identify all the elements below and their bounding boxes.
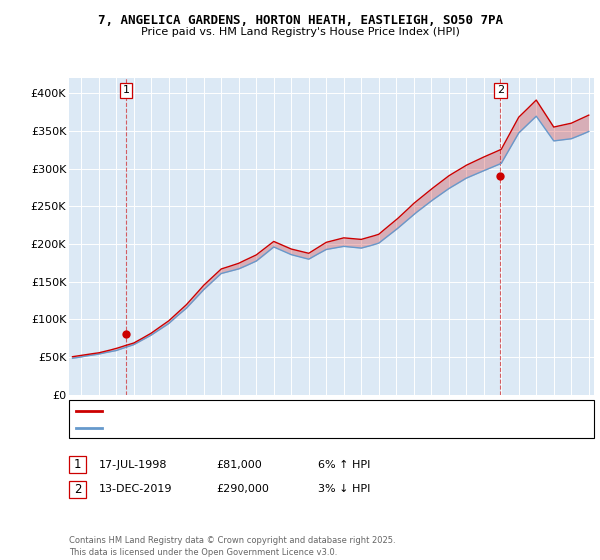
Text: 2: 2: [74, 483, 81, 496]
Text: Price paid vs. HM Land Registry's House Price Index (HPI): Price paid vs. HM Land Registry's House …: [140, 27, 460, 37]
Text: 1: 1: [122, 85, 130, 95]
Text: 7, ANGELICA GARDENS, HORTON HEATH, EASTLEIGH, SO50 7PA: 7, ANGELICA GARDENS, HORTON HEATH, EASTL…: [97, 14, 503, 27]
Text: £81,000: £81,000: [216, 460, 262, 470]
Text: 17-JUL-1998: 17-JUL-1998: [99, 460, 167, 470]
Text: 13-DEC-2019: 13-DEC-2019: [99, 484, 173, 494]
Text: 2: 2: [497, 85, 504, 95]
Text: 3% ↓ HPI: 3% ↓ HPI: [318, 484, 370, 494]
Text: 7, ANGELICA GARDENS, HORTON HEATH, EASTLEIGH, SO50 7PA (semi-detached house): 7, ANGELICA GARDENS, HORTON HEATH, EASTL…: [108, 405, 535, 416]
Text: 1: 1: [74, 458, 81, 472]
Text: Contains HM Land Registry data © Crown copyright and database right 2025.
This d: Contains HM Land Registry data © Crown c…: [69, 536, 395, 557]
Text: £290,000: £290,000: [216, 484, 269, 494]
Text: HPI: Average price, semi-detached house, Eastleigh: HPI: Average price, semi-detached house,…: [108, 423, 361, 433]
Text: 6% ↑ HPI: 6% ↑ HPI: [318, 460, 370, 470]
